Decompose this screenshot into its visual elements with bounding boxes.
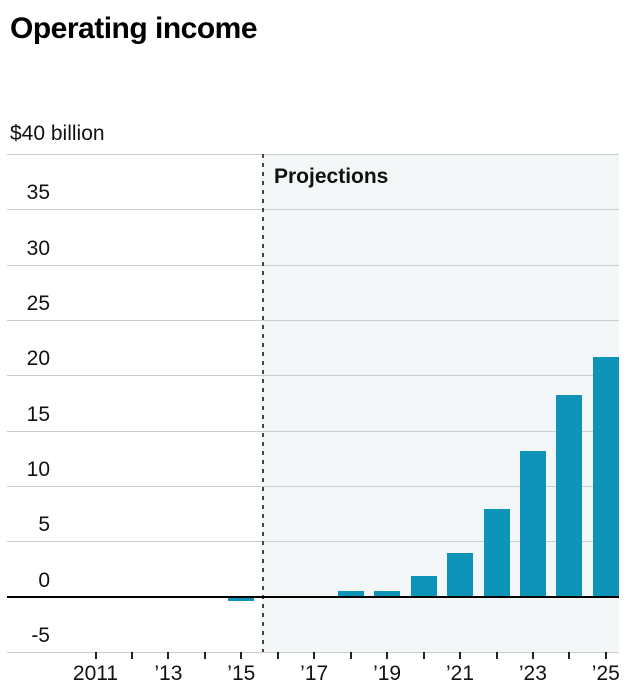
x-tick-2024 xyxy=(568,651,571,659)
x-tick-2022 xyxy=(495,651,498,659)
gridline-25 xyxy=(7,320,619,321)
gridline-10 xyxy=(7,485,619,487)
bar-2023 xyxy=(519,450,546,597)
bar-2021 xyxy=(447,553,473,597)
x-tick-2017 xyxy=(313,651,316,659)
bar-2024 xyxy=(556,395,583,597)
bar-2020 xyxy=(410,575,437,597)
y-tick-label-5: 5 xyxy=(38,513,50,537)
bar-2019 xyxy=(374,591,401,597)
bar-2022 xyxy=(483,509,510,597)
y-tick-label--5: -5 xyxy=(31,623,50,647)
x-tick-2023 xyxy=(531,651,534,659)
x-tick-2018 xyxy=(349,651,352,659)
gridline-20 xyxy=(7,375,619,377)
y-tick-label-15: 15 xyxy=(26,402,50,426)
y-tick-label-25: 25 xyxy=(26,292,50,315)
zero-baseline xyxy=(7,595,619,598)
x-tick-label-2015: ’15 xyxy=(227,662,256,685)
x-tick-2013 xyxy=(167,651,170,659)
x-tick-2021 xyxy=(459,651,461,659)
gridline--5 xyxy=(7,651,619,653)
bar-2018 xyxy=(337,591,364,597)
x-tick-2020 xyxy=(422,651,425,659)
x-tick-label-2013: ’13 xyxy=(154,662,183,685)
y-tick-label-20: 20 xyxy=(26,347,50,371)
x-tick-2019 xyxy=(386,651,389,659)
y-tick-label-0: 0 xyxy=(38,568,50,592)
gridline-30 xyxy=(7,264,619,266)
x-tick-2011 xyxy=(94,651,97,659)
x-tick-2016 xyxy=(276,651,279,659)
y-axis-unit-label: $40 billion xyxy=(10,122,105,145)
x-tick-2012 xyxy=(130,651,133,659)
x-tick-label-2025: ’25 xyxy=(591,662,620,685)
x-tick-label-2019: ’19 xyxy=(373,662,402,685)
projection-dashed-line xyxy=(261,154,264,652)
x-tick-label-2021: ’21 xyxy=(445,662,475,685)
x-tick-label-2011: 2011 xyxy=(72,662,119,685)
y-tick-label-10: 10 xyxy=(26,457,50,481)
projections-label: Projections xyxy=(274,165,389,188)
bar-2025 xyxy=(592,356,619,597)
x-tick-2015 xyxy=(240,651,243,659)
x-tick-2025 xyxy=(604,651,607,659)
y-tick-label-35: 35 xyxy=(26,181,50,205)
gridline-5 xyxy=(7,541,619,543)
bar-2015 xyxy=(228,597,255,601)
gridline-15 xyxy=(7,430,619,432)
gridline-35 xyxy=(7,209,619,211)
y-tick-label-30: 30 xyxy=(26,236,50,260)
x-tick-2014 xyxy=(203,651,206,659)
x-tick-label-2023: ’23 xyxy=(518,662,547,685)
chart-title: Operating income xyxy=(10,12,258,45)
gridline-40 xyxy=(7,154,619,156)
x-tick-label-2017: ’17 xyxy=(300,662,329,685)
